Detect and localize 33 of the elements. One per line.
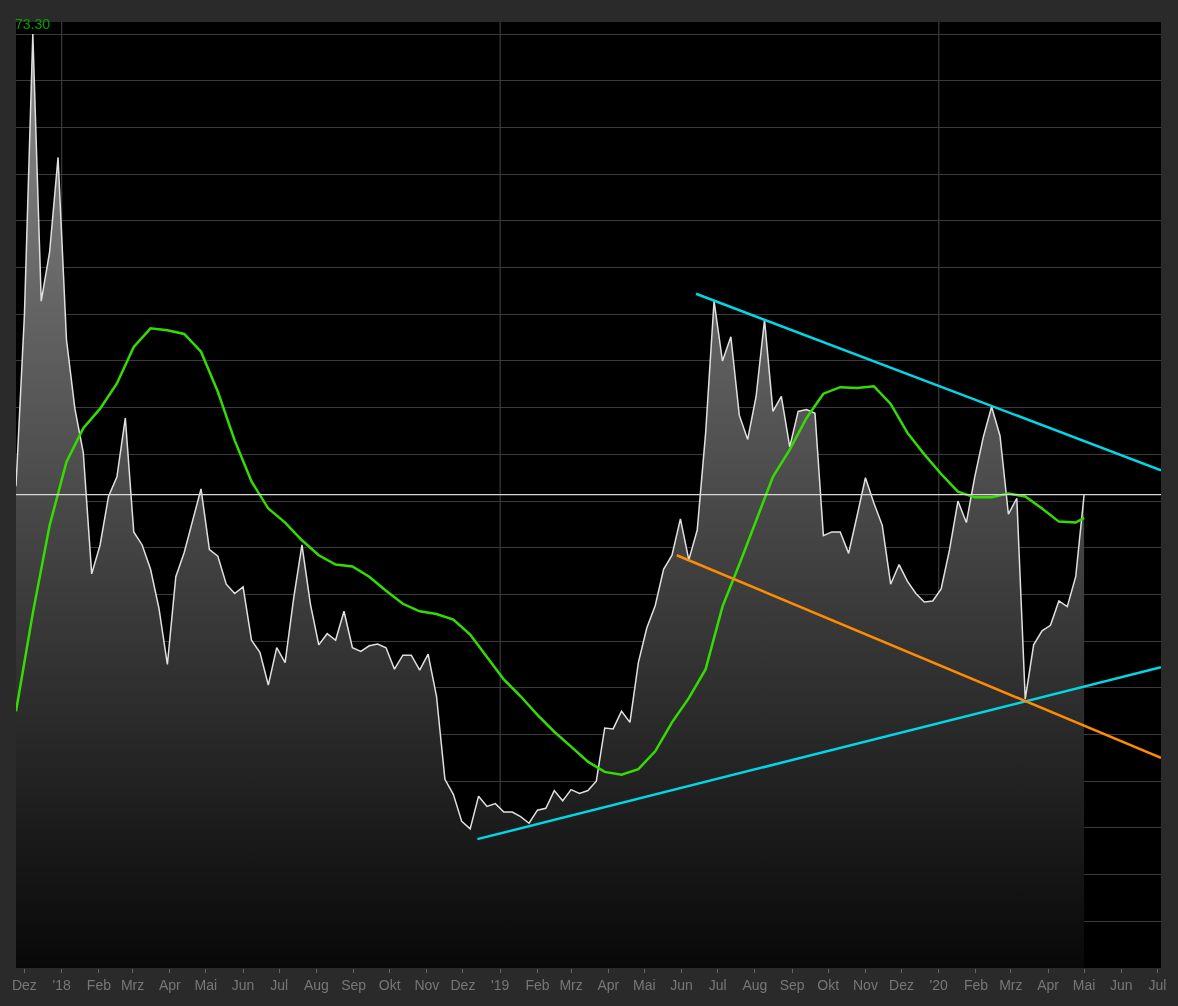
x-tick-label: '20 [929, 976, 949, 993]
x-tick-label: Jul [270, 976, 289, 993]
x-tick-label: Dez [11, 976, 37, 993]
x-tick-label: Apr [597, 976, 620, 993]
x-tick-label: Mrz [559, 976, 583, 993]
annotation: 73.30 [15, 16, 51, 32]
x-tick-label: Sep [779, 976, 805, 993]
x-tick-label: Jun [231, 976, 255, 993]
x-tick-label: Dez [889, 976, 914, 993]
x-tick-label: Aug [303, 976, 329, 993]
x-tick-label: Mai [633, 976, 656, 993]
x-tick-label: '19 [491, 976, 510, 993]
x-tick-label: Mai [194, 976, 218, 993]
x-tick-label: Feb [86, 976, 112, 993]
x-tick-label: Feb [963, 976, 989, 993]
x-tick-label: Apr [158, 976, 182, 993]
x-tick-label: Mrz [999, 976, 1023, 993]
x-tick-label: Jul [708, 976, 727, 993]
x-tick-label: Jun [670, 976, 693, 993]
x-tick-label: Okt [817, 976, 840, 993]
x-tick-label: Dez [450, 976, 476, 993]
x-tick-label: Feb [525, 976, 550, 993]
x-tick-label: Sep [341, 976, 367, 993]
x-tick-label: Nov [852, 976, 878, 993]
x-tick-label: Nov [414, 976, 440, 993]
x-tick-label: Aug [742, 976, 768, 993]
x-tick-label: Okt [378, 976, 401, 993]
x-tick-label: Mrz [120, 976, 145, 993]
x-tick-label: Apr [1037, 976, 1060, 993]
x-tick-label: Mai [1072, 976, 1096, 993]
x-tick-label: '18 [52, 976, 71, 993]
x-tick-label: Jun [1110, 976, 1133, 993]
x-tick-label: Jul [1148, 976, 1167, 993]
